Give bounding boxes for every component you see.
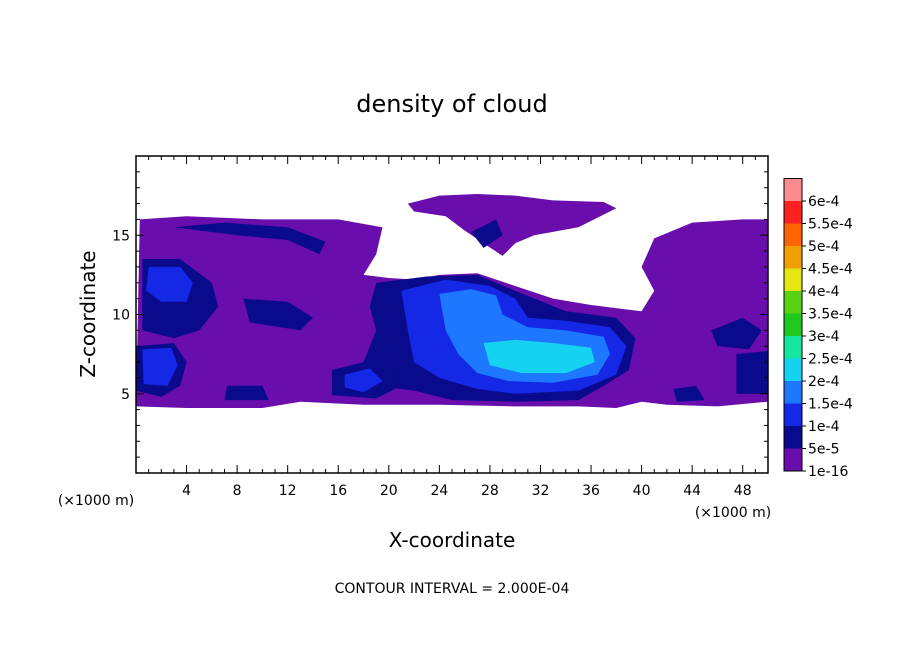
x-tick-label: 8: [233, 483, 242, 499]
colorbar-label: 5.5e-4: [808, 217, 853, 233]
x-tick-label: 36: [582, 483, 600, 499]
colorbar-swatch-1.5e-4: [784, 381, 802, 404]
colorbar-swatch-6e-4: [784, 178, 802, 201]
contour-region-5e-5: [243, 298, 313, 331]
x-tick-label: 44: [683, 483, 701, 499]
colorbar-swatch-4e-4: [784, 268, 802, 291]
x-tick-label: 20: [380, 483, 398, 499]
colorbar-label: 4e-4: [808, 284, 840, 300]
colorbar-label: 3.5e-4: [808, 307, 853, 323]
y-tick-label: 10: [112, 308, 130, 324]
x-tick-label: 4: [182, 483, 191, 499]
contour-interval-note: CONTOUR INTERVAL = 2.000E-04: [335, 581, 570, 597]
y-tick-label: 5: [121, 387, 130, 403]
contour-region-5e-5: [673, 385, 705, 402]
colorbar: 1e-16 5e-5 1e-4 1.5e-4 2e-4 2.5e-4 3e-4 3.5e-4 4…: [783, 178, 853, 480]
colorbar-swatch-4.5e-4: [784, 246, 802, 269]
contour-region-1e-4: [146, 266, 193, 302]
x-axis-unit-right: (×1000 m): [695, 505, 771, 521]
x-tick-label: 48: [734, 483, 752, 499]
colorbar-label: 5e-5: [808, 442, 839, 458]
contour-region-1e-4: [142, 347, 178, 386]
contour-region-5e-5: [711, 317, 762, 350]
colorbar-label: 2.5e-4: [808, 352, 853, 368]
x-tick-label: 40: [633, 483, 651, 499]
contour-region-1e-16: [407, 194, 617, 256]
x-tick-label: 28: [481, 483, 499, 499]
colorbar-swatch-3.5e-4: [784, 291, 802, 314]
colorbar-label: 1e-16: [808, 464, 848, 480]
contour-region-5e-5: [736, 351, 768, 394]
x-axis-unit-left: (×1000 m): [58, 493, 134, 509]
contour-region-5e-5: [224, 385, 269, 401]
colorbar-label: 4.5e-4: [808, 262, 853, 278]
contour-region-1e-4: [344, 368, 383, 393]
x-axis-label: X-coordinate: [389, 528, 516, 552]
colorbar-swatch-2e-4: [784, 358, 802, 381]
colorbar-swatch-5e-4: [784, 223, 802, 246]
x-tick-label: 32: [532, 483, 550, 499]
contour-region-2e-4: [483, 339, 595, 374]
colorbar-swatch-1e-4: [784, 403, 802, 426]
contour-fields: [136, 194, 768, 408]
x-tick-label: 16: [329, 483, 347, 499]
colorbar-swatch-2.5e-4: [784, 336, 802, 359]
colorbar-label: 3e-4: [808, 329, 840, 345]
colorbar-label: 5e-4: [808, 239, 840, 255]
colorbar-label: 1.5e-4: [808, 397, 853, 413]
contour-region-5e-5: [471, 219, 503, 248]
colorbar-label: 1e-4: [808, 419, 840, 435]
x-tick-label: 24: [430, 483, 448, 499]
y-axis-label: Z-coordinate: [76, 250, 100, 377]
colorbar-label: 2e-4: [808, 374, 840, 390]
colorbar-swatch-5e-5: [784, 426, 802, 449]
chart-title: density of cloud: [356, 90, 547, 118]
colorbar-swatch-5.5e-4: [784, 201, 802, 224]
colorbar-frame: [783, 178, 803, 472]
x-tick-label: 12: [279, 483, 297, 499]
contour-region-5e-5: [173, 222, 326, 255]
colorbar-swatch-1e-16: [784, 448, 802, 471]
y-tick-label: 15: [112, 228, 130, 244]
colorbar-label: 6e-4: [808, 194, 840, 210]
colorbar-swatch-3e-4: [784, 313, 802, 336]
